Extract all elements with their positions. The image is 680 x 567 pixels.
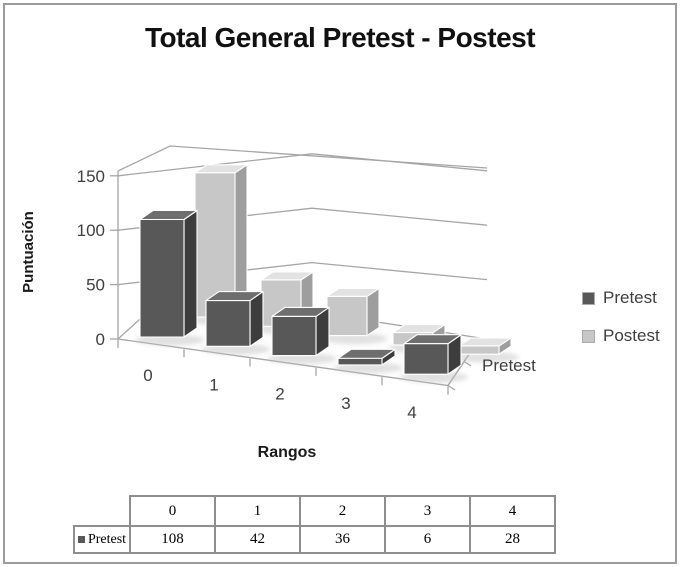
x-axis-label: Rangos xyxy=(257,444,317,461)
table-row: Pretest 108 42 36 6 28 xyxy=(73,525,556,554)
y-tick-label-100: 100 xyxy=(77,221,105,240)
series-tick xyxy=(447,384,456,391)
category-label-4: 4 xyxy=(407,403,416,422)
data-table: 0 1 2 3 4 Pretest 108 42 36 6 28 xyxy=(73,495,556,554)
bar-postest-4-front xyxy=(458,345,500,355)
bar-pretest-1-front xyxy=(205,300,251,347)
y-tick-label-0: 0 xyxy=(96,330,105,349)
legend-item-pretest: Pretest xyxy=(582,288,660,308)
chart-title: Total General Pretest - Postest xyxy=(144,22,536,53)
table-col-header: 3 xyxy=(384,495,471,527)
table-col-header: 4 xyxy=(469,495,556,527)
y-tick-label-150: 150 xyxy=(77,167,105,186)
table-row-header: Pretest xyxy=(73,525,131,554)
bar-pretest-2-front xyxy=(271,315,317,357)
bar-pretest-4-front xyxy=(403,343,449,375)
legend-label-pretest: Pretest xyxy=(603,288,657,307)
bar-pretest-0-side xyxy=(183,209,198,338)
table-col-header: 1 xyxy=(214,495,301,527)
y-axis-label: Puntuación xyxy=(20,211,37,293)
table-cell: 28 xyxy=(469,525,556,554)
category-label-0: 0 xyxy=(143,366,152,385)
table-header-row: 0 1 2 3 4 xyxy=(74,495,556,527)
y-tick-label-50: 50 xyxy=(86,276,105,295)
pretest-key-icon xyxy=(77,536,85,543)
gridline-150 xyxy=(117,153,488,177)
table-col-header: 2 xyxy=(299,495,386,527)
bar-pretest-3-front xyxy=(337,357,383,366)
bar-pretest-0-front xyxy=(139,218,185,338)
table-corner-cell xyxy=(74,496,130,526)
wall-top-edge xyxy=(117,145,488,172)
table-cell: 108 xyxy=(129,525,216,554)
table-cell: 42 xyxy=(214,525,301,554)
category-label-2: 2 xyxy=(275,385,284,404)
series-tick xyxy=(463,360,472,367)
legend: Pretest Postest xyxy=(582,288,660,364)
table-col-header: 0 xyxy=(129,495,216,527)
chart-canvas: 0 50 100 150 0 1 2 3 4 xyxy=(77,145,519,422)
category-label-3: 3 xyxy=(341,394,350,413)
table-row-label: Pretest xyxy=(87,531,127,547)
postest-swatch-icon xyxy=(582,329,595,343)
table-cell: 36 xyxy=(299,525,386,554)
table-cell: 6 xyxy=(384,525,471,554)
category-label-1: 1 xyxy=(209,375,218,394)
bar-postest-2-front xyxy=(326,295,368,337)
series-axis-label: Pretest xyxy=(482,356,536,375)
legend-label-postest: Postest xyxy=(603,326,660,345)
legend-item-postest: Postest xyxy=(582,326,660,346)
pretest-swatch-icon xyxy=(582,291,595,305)
